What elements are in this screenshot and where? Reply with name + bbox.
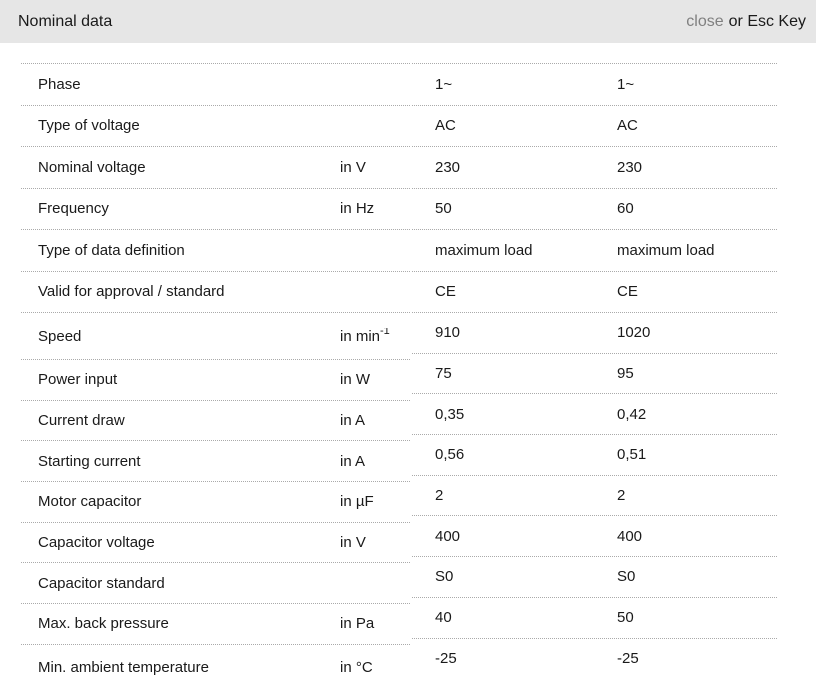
row-value: S0 [617, 568, 636, 586]
row-value: 230 [435, 158, 461, 176]
table-row: 40 50 [412, 596, 777, 638]
row-label: Motor capacitor [38, 493, 142, 511]
table-row: Type of data definition [21, 229, 410, 271]
popup-header: Nominal data close or Esc Key [0, 0, 816, 43]
close-link[interactable]: close [686, 12, 724, 30]
table-row: S0 S0 [412, 556, 777, 597]
row-unit: in V [340, 158, 366, 176]
row-value: 1~ [435, 75, 453, 93]
row-value: 910 [435, 324, 461, 342]
table-row: 230 230 [412, 146, 777, 188]
row-value: 50 [435, 200, 452, 218]
row-label: Capacitor standard [38, 574, 165, 592]
row-value: 1~ [617, 75, 635, 93]
table-row: CE CE [412, 270, 777, 313]
table-row: Valid for approval / standard [21, 270, 410, 313]
table-row: Current draw in A [21, 399, 410, 441]
table-row: maximum load maximum load [412, 229, 777, 271]
table-row: AC AC [412, 104, 777, 147]
row-unit: in Hz [340, 200, 375, 218]
table-row: -25 -25 [412, 637, 777, 679]
row-value: CE [617, 283, 638, 301]
row-value: 0,35 [435, 405, 465, 423]
close-hint-text: or Esc Key [728, 12, 806, 30]
values-table: 1~ 1~ AC AC 230 230 50 60 maximum load maximum lo… [412, 63, 777, 678]
row-value: 40 [435, 609, 452, 627]
unit-superscript: -1 [380, 327, 390, 337]
row-label: Type of voltage [38, 117, 140, 135]
table-row: Frequency in Hz [21, 187, 410, 230]
row-label: Max. back pressure [38, 615, 169, 633]
row-value: -25 [435, 649, 457, 667]
row-value: AC [435, 117, 456, 135]
table-row: 0,35 0,42 [412, 393, 777, 434]
table-row: 75 95 [412, 352, 777, 394]
table-row: 910 1020 [412, 312, 777, 353]
table-row: 1~ 1~ [412, 63, 777, 105]
row-value: 2 [435, 487, 444, 505]
table-row: Power input in W [21, 359, 410, 400]
row-label: Phase [38, 75, 81, 93]
row-label: Capacitor voltage [38, 534, 155, 552]
row-value: 230 [617, 158, 643, 176]
row-unit: in A [340, 452, 366, 470]
row-value: 50 [617, 609, 634, 627]
row-label: Type of data definition [38, 241, 185, 259]
row-unit: in °C [340, 659, 373, 677]
table-row: Phase [21, 63, 410, 105]
table-row: Starting current in A [21, 440, 410, 481]
table-row: Min. ambient temperature in °C [21, 643, 410, 691]
row-value: 0,56 [435, 446, 465, 464]
row-value: 0,51 [617, 446, 647, 464]
row-label: Valid for approval / standard [38, 283, 225, 301]
close-area: close or Esc Key [686, 13, 806, 31]
table-row: Speed in min-1 [21, 312, 410, 359]
row-value: maximum load [435, 241, 533, 259]
row-unit: in V [340, 534, 366, 552]
row-value: 2 [617, 487, 626, 505]
table-row: Motor capacitor in µF [21, 481, 410, 522]
row-value: S0 [435, 568, 454, 586]
row-label: Min. ambient temperature [38, 659, 209, 677]
row-value: 95 [617, 365, 634, 383]
popup-title: Nominal data [18, 12, 113, 30]
row-label: Speed [38, 327, 82, 345]
row-value: -25 [617, 649, 639, 667]
row-value: 400 [435, 527, 461, 545]
row-unit: in Pa [340, 615, 375, 633]
row-value: 400 [617, 527, 643, 545]
table-row: Max. back pressure in Pa [21, 603, 410, 644]
row-value: CE [435, 283, 456, 301]
row-value: 1020 [617, 324, 651, 342]
table-row: Capacitor voltage in V [21, 521, 410, 563]
table-row: 50 60 [412, 187, 777, 230]
row-label: Current draw [38, 412, 125, 430]
table-row: 0,56 0,51 [412, 434, 777, 475]
row-unit: in A [340, 412, 366, 430]
row-unit: in min-1 [340, 328, 410, 345]
row-unit: in W [340, 371, 370, 389]
row-label: Starting current [38, 452, 141, 470]
row-value: AC [617, 117, 638, 135]
row-unit: in µF [340, 493, 374, 511]
row-label: Frequency [38, 200, 109, 218]
labels-table: Phase Type of voltage Nominal voltage in V F… [21, 63, 410, 691]
row-value: 60 [617, 200, 634, 218]
table-row: Nominal voltage in V [21, 146, 410, 188]
table-row: Type of voltage [21, 104, 410, 147]
row-label: Power input [38, 371, 118, 389]
table-row: 400 400 [412, 515, 777, 556]
row-value: maximum load [617, 241, 715, 259]
table-row: Capacitor standard [21, 562, 410, 603]
row-label: Nominal voltage [38, 158, 146, 176]
row-value: 0,42 [617, 405, 647, 423]
row-value: 75 [435, 365, 452, 383]
